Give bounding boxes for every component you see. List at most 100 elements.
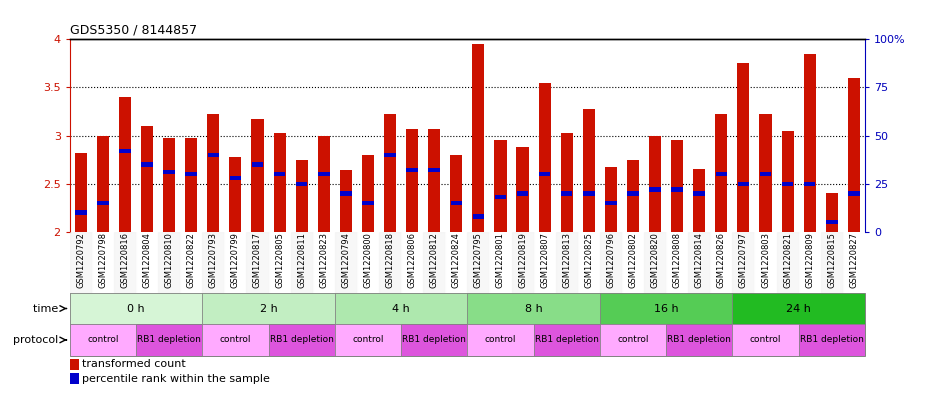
Text: GSM1220805: GSM1220805 [275,232,284,288]
Bar [224,232,246,293]
Bar [583,108,595,232]
Bar [826,220,838,224]
Text: control: control [352,336,384,344]
Text: control: control [87,336,119,344]
Text: GSM1220814: GSM1220814 [695,232,704,288]
Text: GSM1220820: GSM1220820 [651,232,659,288]
Bar [627,191,639,196]
Bar [339,170,352,232]
Text: GSM1220825: GSM1220825 [584,232,593,288]
Bar [799,324,865,356]
Text: GSM1220803: GSM1220803 [761,232,770,288]
Bar [97,201,109,205]
Text: percentile rank within the sample: percentile rank within the sample [82,374,270,384]
Bar [644,232,666,293]
Text: 4 h: 4 h [392,303,410,314]
Bar [296,182,308,186]
Text: time: time [33,303,61,314]
Bar [534,232,555,293]
Text: RB1 depletion: RB1 depletion [535,336,599,344]
Bar [556,232,578,293]
Bar [203,293,335,324]
Bar [737,63,750,232]
Bar [604,167,617,232]
Bar [269,232,290,293]
Bar [688,232,711,293]
Bar [468,293,600,324]
Bar [136,324,203,356]
Bar [760,114,772,232]
Bar [538,83,551,232]
Text: control: control [618,336,649,344]
Bar [781,131,793,232]
Bar [113,232,136,293]
Bar [401,232,423,293]
Text: GSM1220818: GSM1220818 [386,232,394,288]
Text: RB1 depletion: RB1 depletion [668,336,731,344]
Bar [489,232,512,293]
Bar [666,324,733,356]
Bar [534,324,600,356]
Bar [538,172,551,176]
Text: RB1 depletion: RB1 depletion [403,336,466,344]
Bar [799,232,821,293]
Bar [450,201,462,205]
Text: GSM1220810: GSM1220810 [165,232,174,288]
Text: RB1 depletion: RB1 depletion [138,336,201,344]
Bar [782,182,793,186]
Text: GSM1220823: GSM1220823 [319,232,328,288]
Bar [605,201,617,205]
Text: GSM1220826: GSM1220826 [717,232,725,288]
Bar [70,324,136,356]
Text: GSM1220807: GSM1220807 [540,232,549,288]
Bar [760,172,771,176]
Bar [203,232,224,293]
Text: GSM1220793: GSM1220793 [209,232,218,288]
Bar [230,176,241,180]
Bar [252,162,263,167]
Bar [207,114,219,232]
Bar [495,140,507,232]
Bar [141,162,153,167]
Bar [357,232,379,293]
Bar [468,232,489,293]
Text: GSM1220806: GSM1220806 [407,232,417,288]
Bar [119,97,131,232]
Bar [296,160,308,232]
Bar [516,147,528,232]
Bar [693,169,705,232]
Bar [649,136,661,232]
Bar [406,129,419,232]
Text: GDS5350 / 8144857: GDS5350 / 8144857 [70,24,197,37]
Text: GSM1220821: GSM1220821 [783,232,792,288]
Text: RB1 depletion: RB1 depletion [800,336,864,344]
Bar [164,170,175,174]
Bar [843,232,865,293]
Text: 8 h: 8 h [525,303,542,314]
Text: 16 h: 16 h [654,303,678,314]
Bar [273,133,286,232]
Text: GSM1220795: GSM1220795 [474,232,483,288]
Text: GSM1220796: GSM1220796 [606,232,616,288]
Bar [804,54,816,232]
Text: control: control [485,336,516,344]
Bar [468,324,534,356]
Text: control: control [750,336,781,344]
Bar [158,232,180,293]
Bar [733,324,799,356]
Bar [384,152,396,157]
Bar [429,168,440,173]
Bar [472,214,485,219]
Bar [318,172,329,176]
Bar [70,373,79,384]
Text: GSM1220827: GSM1220827 [849,232,858,288]
Bar [70,232,92,293]
Text: GSM1220794: GSM1220794 [341,232,351,288]
Text: GSM1220824: GSM1220824 [452,232,460,288]
Bar [401,324,468,356]
Bar [335,324,401,356]
Bar [848,191,859,196]
Bar [428,129,440,232]
Text: GSM1220797: GSM1220797 [739,232,748,288]
Text: GSM1220804: GSM1220804 [142,232,152,288]
